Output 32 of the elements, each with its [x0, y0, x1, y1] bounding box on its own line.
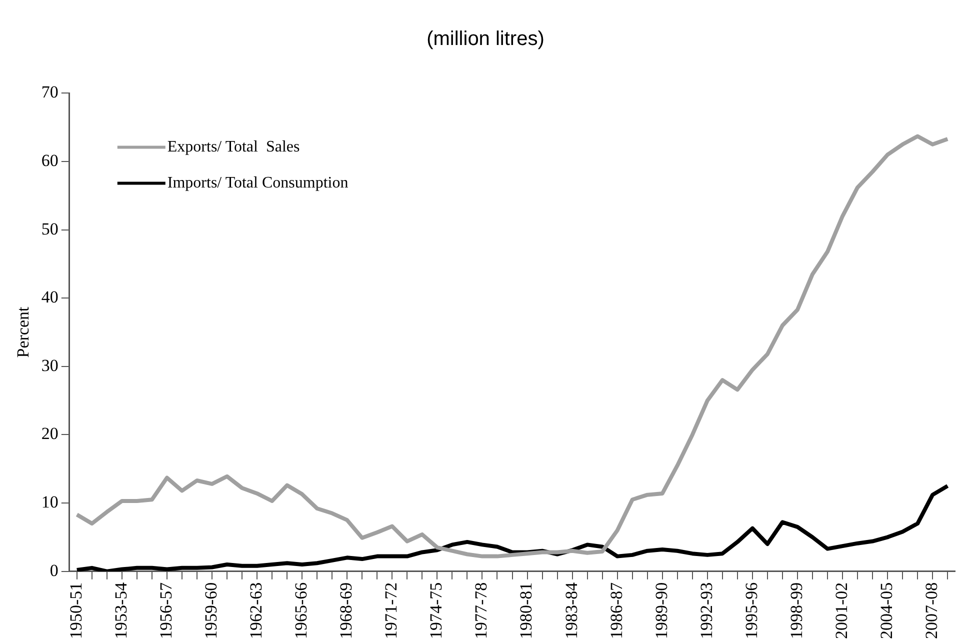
- x-tick-label: 1953-54: [111, 582, 130, 640]
- x-tick-label: 1995-96: [742, 582, 761, 640]
- x-tick-label: 2004-05: [877, 582, 896, 640]
- x-tick-label: 2007-08: [922, 582, 942, 640]
- chart-title: (million litres): [426, 28, 546, 51]
- x-tick-label: 1980-81: [516, 582, 536, 640]
- x-tick-label: 1986-87: [606, 582, 626, 640]
- x-tick-label: 1959-60: [201, 582, 220, 640]
- y-axis-title: Percent: [14, 306, 33, 358]
- x-tick-label: 1977-78: [472, 582, 491, 640]
- x-tick-label: 1998-99: [786, 582, 806, 640]
- y-tick-label: 40: [41, 288, 58, 307]
- x-tick-label: 1950-51: [66, 582, 86, 640]
- x-tick-label: 1962-63: [246, 582, 266, 640]
- y-tick-label: 30: [41, 356, 58, 375]
- y-tick-label: 50: [41, 219, 58, 238]
- y-tick-label: 10: [41, 492, 58, 512]
- x-tick-label: 2001-02: [832, 582, 851, 640]
- y-tick-label: 70: [41, 82, 58, 102]
- legend-label: Imports/ Total Consumption: [167, 174, 348, 192]
- y-tick-label: 0: [50, 560, 58, 580]
- y-tick-label: 20: [41, 424, 58, 444]
- x-tick-label: 1971-72: [382, 582, 401, 640]
- x-tick-label: 1974-75: [426, 582, 446, 640]
- y-tick-label: 60: [41, 150, 58, 170]
- x-tick-label: 1992-93: [696, 582, 716, 640]
- legend-label: Exports/ Total Sales: [167, 138, 300, 156]
- x-tick-label: 1956-57: [156, 582, 176, 640]
- x-tick-label: 1989-90: [652, 582, 671, 640]
- x-tick-label: 1983-84: [562, 582, 581, 640]
- x-tick-label: 1968-69: [336, 582, 356, 640]
- x-tick-label: 1965-66: [292, 582, 311, 640]
